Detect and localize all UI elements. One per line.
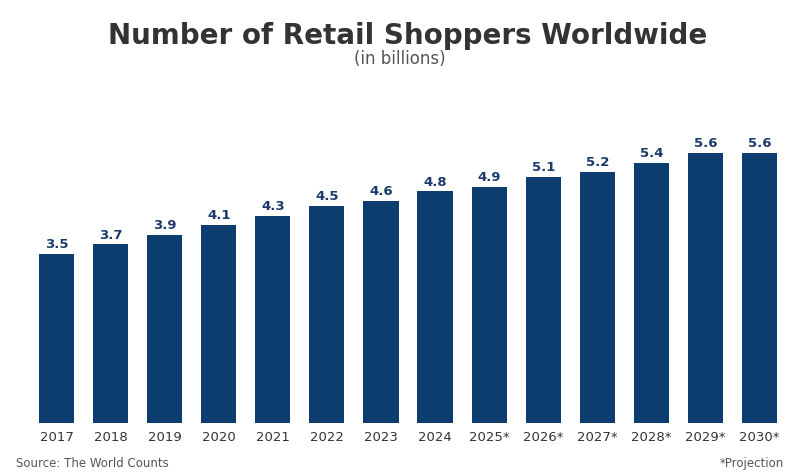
Bar	[580, 172, 615, 423]
Text: 4.1: 4.1	[207, 209, 230, 222]
Bar	[201, 225, 236, 423]
Bar	[742, 153, 777, 423]
Text: 4.8: 4.8	[423, 176, 447, 189]
Bar	[688, 153, 723, 423]
Text: 4.9: 4.9	[478, 171, 501, 184]
Bar	[363, 201, 398, 423]
Text: 5.6: 5.6	[748, 137, 771, 150]
Text: 5.2: 5.2	[586, 156, 609, 169]
Bar	[147, 235, 182, 423]
Text: 4.3: 4.3	[261, 200, 285, 213]
Bar	[418, 191, 453, 423]
Text: 3.7: 3.7	[98, 228, 122, 242]
Text: (in billions): (in billions)	[354, 50, 446, 68]
Bar	[310, 206, 345, 423]
Text: 5.6: 5.6	[694, 137, 718, 150]
Title: Number of Retail Shoppers Worldwide: Number of Retail Shoppers Worldwide	[108, 22, 708, 50]
Text: 5.4: 5.4	[640, 147, 663, 160]
Text: 4.6: 4.6	[369, 185, 393, 198]
Text: 3.5: 3.5	[45, 238, 68, 251]
Text: 4.5: 4.5	[315, 190, 338, 203]
Bar	[526, 177, 561, 423]
Bar	[634, 162, 669, 423]
Bar	[471, 187, 506, 423]
Text: 5.1: 5.1	[531, 161, 555, 174]
Text: Source: The World Counts: Source: The World Counts	[16, 457, 169, 470]
Bar	[39, 254, 74, 423]
Bar	[255, 216, 290, 423]
Text: *Projection: *Projection	[720, 457, 784, 470]
Bar	[93, 245, 128, 423]
Text: 3.9: 3.9	[153, 219, 176, 232]
